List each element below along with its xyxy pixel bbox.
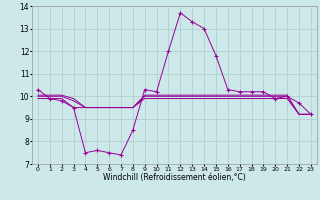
X-axis label: Windchill (Refroidissement éolien,°C): Windchill (Refroidissement éolien,°C) xyxy=(103,173,246,182)
